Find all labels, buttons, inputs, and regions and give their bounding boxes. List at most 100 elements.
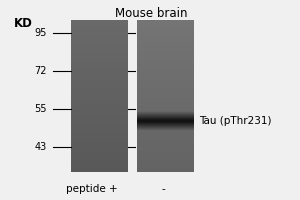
Bar — [70, 41, 128, 43]
Bar — [70, 153, 128, 155]
Bar — [70, 144, 128, 145]
Bar — [70, 37, 128, 39]
Bar — [136, 100, 194, 102]
Bar — [70, 130, 128, 132]
Bar — [136, 170, 194, 172]
Bar — [136, 115, 194, 116]
Bar — [70, 94, 128, 96]
Bar — [70, 107, 128, 109]
Bar — [136, 145, 194, 147]
Bar — [136, 43, 194, 45]
Bar — [136, 31, 194, 33]
Bar — [136, 62, 194, 64]
Bar — [70, 121, 128, 123]
Text: Mouse brain: Mouse brain — [115, 7, 188, 20]
Bar — [136, 157, 194, 159]
Bar — [70, 104, 128, 106]
Bar — [136, 47, 194, 48]
Bar — [136, 104, 194, 106]
Bar — [70, 168, 128, 170]
Bar — [70, 136, 128, 138]
Bar — [70, 124, 128, 126]
Bar — [70, 134, 128, 136]
Bar — [70, 35, 128, 37]
Bar — [136, 128, 194, 129]
Bar — [136, 138, 194, 140]
Bar — [70, 123, 128, 124]
Bar — [136, 22, 194, 24]
Bar — [136, 112, 194, 113]
Bar — [70, 164, 128, 166]
Bar — [136, 117, 194, 118]
Bar — [136, 45, 194, 47]
Bar — [136, 162, 194, 164]
Bar — [136, 140, 194, 142]
Bar — [136, 118, 194, 119]
Bar — [136, 111, 194, 112]
Bar — [70, 170, 128, 172]
Bar — [70, 142, 128, 144]
Bar — [136, 60, 194, 62]
Bar — [136, 39, 194, 41]
Bar — [70, 100, 128, 102]
Bar — [70, 111, 128, 113]
Bar — [136, 151, 194, 153]
Bar — [70, 115, 128, 117]
Bar — [70, 26, 128, 28]
Bar — [70, 77, 128, 79]
Bar — [70, 145, 128, 147]
Bar — [70, 20, 128, 22]
Bar — [136, 35, 194, 37]
Bar — [136, 105, 194, 107]
Bar — [136, 68, 194, 69]
Bar — [136, 33, 194, 35]
Bar — [136, 115, 194, 117]
Bar — [70, 109, 128, 111]
Bar — [70, 166, 128, 168]
Bar — [70, 39, 128, 41]
Bar — [136, 164, 194, 166]
Bar — [136, 50, 194, 52]
Text: -: - — [162, 184, 165, 194]
Bar — [136, 113, 194, 114]
Bar — [136, 24, 194, 26]
Bar — [136, 124, 194, 125]
Bar — [70, 64, 128, 66]
Bar — [136, 117, 194, 119]
Bar — [136, 79, 194, 81]
Bar — [70, 75, 128, 77]
Bar — [136, 88, 194, 90]
Bar — [136, 113, 194, 115]
Bar — [136, 96, 194, 98]
Bar — [70, 88, 128, 90]
Bar — [136, 58, 194, 60]
Bar — [136, 127, 194, 128]
Bar — [136, 41, 194, 43]
Bar — [70, 62, 128, 64]
Bar — [136, 29, 194, 31]
Bar — [70, 90, 128, 92]
Bar — [70, 157, 128, 159]
Bar — [70, 128, 128, 130]
Bar — [70, 96, 128, 98]
Bar — [136, 66, 194, 68]
Bar — [136, 159, 194, 161]
Bar — [70, 52, 128, 54]
Bar — [136, 125, 194, 126]
Bar — [136, 121, 194, 122]
Bar — [136, 85, 194, 86]
Bar — [136, 102, 194, 104]
Bar — [70, 33, 128, 35]
Bar — [136, 83, 194, 85]
Bar — [70, 60, 128, 62]
Text: 95: 95 — [34, 28, 46, 38]
Bar — [136, 122, 194, 123]
Bar — [136, 134, 194, 136]
Bar — [136, 132, 194, 134]
Bar — [136, 111, 194, 113]
Bar — [70, 48, 128, 50]
Bar — [136, 136, 194, 138]
Bar — [136, 71, 194, 73]
Bar — [70, 83, 128, 85]
Bar — [136, 128, 194, 130]
